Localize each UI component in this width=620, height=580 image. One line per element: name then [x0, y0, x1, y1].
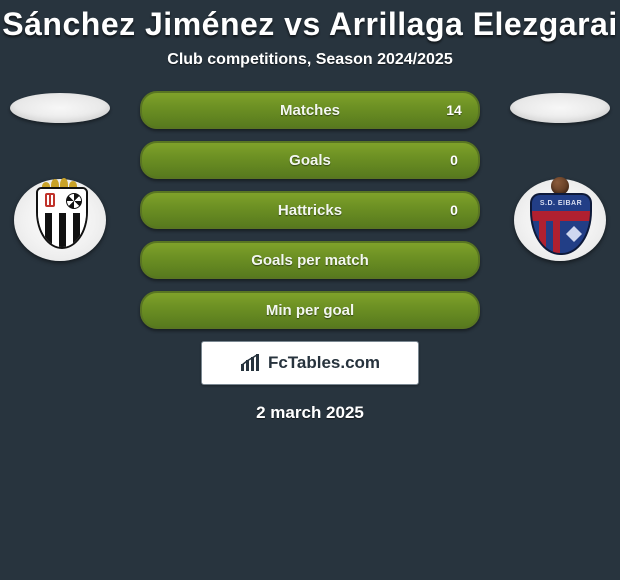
stat-label: Min per goal	[266, 302, 354, 319]
stat-row: Goals per match	[140, 241, 480, 279]
stat-value-right: 0	[430, 143, 478, 177]
page-subtitle: Club competitions, Season 2024/2025	[0, 51, 620, 69]
right-club-band-text: S.D. EIBAR	[532, 195, 590, 211]
right-club-badge: S.D. EIBAR	[510, 175, 610, 261]
stat-label: Goals per match	[251, 252, 369, 269]
stat-value-right: 0	[430, 193, 478, 227]
comparison-card: Sánchez Jiménez vs Arrillaga Elezgarai C…	[0, 6, 620, 580]
left-player-avatar-placeholder	[10, 93, 110, 123]
stat-row: Goals 0	[140, 141, 480, 179]
stat-row: Min per goal	[140, 291, 480, 329]
stat-label: Matches	[280, 102, 340, 119]
stat-label: Hattricks	[278, 202, 342, 219]
content-area: S.D. EIBAR Matches14Goals0Hattricks0Goal…	[0, 91, 620, 423]
left-player-column	[0, 91, 120, 261]
right-player-column: S.D. EIBAR	[500, 91, 620, 261]
stat-label: Goals	[289, 152, 331, 169]
footer-date: 2 march 2025	[0, 403, 620, 423]
stat-row: Matches 14	[140, 91, 480, 129]
bars-icon	[240, 354, 262, 372]
page-title: Sánchez Jiménez vs Arrillaga Elezgarai	[0, 6, 620, 43]
stat-value-right: 14	[430, 93, 478, 127]
right-player-avatar-placeholder	[510, 93, 610, 123]
left-club-badge	[10, 175, 110, 261]
brand-badge[interactable]: FcTables.com	[201, 341, 419, 385]
stat-row: Hattricks 0	[140, 191, 480, 229]
right-club-crest-icon: S.D. EIBAR	[530, 181, 588, 255]
brand-text: FcTables.com	[268, 353, 380, 373]
stats-rows: Matches 14 Goals 0 Hattricks 0 Goals per match…	[140, 91, 480, 329]
left-club-crest-icon	[34, 185, 86, 251]
